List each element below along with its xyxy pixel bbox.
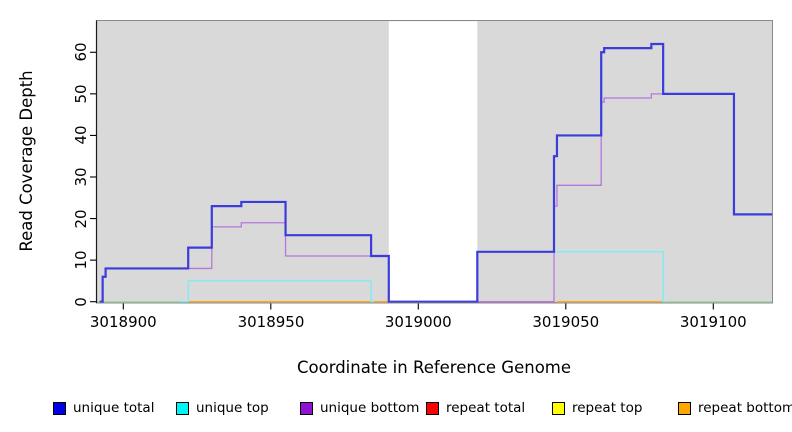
legend-item-repeat-top: repeat top [552,400,642,416]
legend-swatch [552,401,565,415]
y-tick-label: 10 [72,250,90,270]
y-tick-label: 60 [72,42,90,62]
y-tick-label: 40 [72,125,90,145]
x-tick-label: 3019000 [384,313,452,331]
legend-label: repeat total [446,400,526,416]
y-tick-label: 30 [72,167,90,187]
legend-item-repeat-bottom: repeat bottom [678,400,792,416]
no-data-gap-region [388,21,478,303]
legend-item-unique-top: unique top [176,400,269,416]
x-tick-label: 3018900 [89,313,157,331]
y-tick-label: 0 [72,296,90,307]
y-axis-title: Read Coverage Depth [17,70,36,252]
legend-label: repeat top [572,400,643,416]
legend-swatch [426,401,439,415]
legend-label: unique total [73,400,155,416]
series-line-unique-top [179,280,375,303]
legend-item-unique-total: unique total [53,400,154,416]
series-line-unique-total [99,42,773,303]
legend-item-unique-bottom: unique bottom [300,400,419,416]
legend-item-repeat-total: repeat total [426,400,525,416]
x-axis-title: Coordinate in Reference Genome [296,358,572,377]
legend-swatch [678,401,691,415]
legend-swatch [53,401,66,415]
series-line-unique-top [477,251,667,303]
legend-label: repeat bottom [698,400,792,416]
legend-label: unique bottom [320,400,420,416]
legend-swatch [176,401,189,415]
y-tick-label: 20 [72,209,90,229]
x-tick-label: 3019100 [679,313,747,331]
legend-label: unique top [196,400,269,416]
legend-swatch [300,401,313,415]
y-tick-label: 50 [72,84,90,104]
x-tick-label: 3019050 [532,313,600,331]
x-tick-label: 3018950 [237,313,305,331]
